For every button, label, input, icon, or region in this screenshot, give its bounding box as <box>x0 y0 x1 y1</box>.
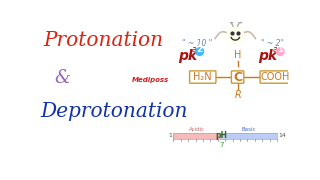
Bar <box>173 133 277 139</box>
Text: Basic: Basic <box>242 127 256 132</box>
Text: pH: pH <box>215 131 227 140</box>
Text: a: a <box>192 46 196 55</box>
Text: pk: pk <box>178 49 197 62</box>
Text: 14: 14 <box>278 133 286 138</box>
Text: 7: 7 <box>219 143 223 148</box>
Text: 1: 1 <box>169 133 172 138</box>
Text: 2: 2 <box>196 45 203 54</box>
Text: H: H <box>234 50 241 60</box>
FancyBboxPatch shape <box>231 71 244 83</box>
Text: Mediposs: Mediposs <box>132 77 169 83</box>
Bar <box>173 133 221 139</box>
Text: pk: pk <box>259 49 278 62</box>
Text: &: & <box>54 69 70 87</box>
Text: C: C <box>233 71 242 84</box>
Text: " ~ 10 ": " ~ 10 " <box>182 39 212 48</box>
Circle shape <box>226 26 244 45</box>
Text: R: R <box>234 90 241 100</box>
Bar <box>221 133 277 139</box>
Circle shape <box>276 48 284 55</box>
Circle shape <box>196 48 204 55</box>
Text: " ~ 2": " ~ 2" <box>261 39 284 48</box>
Text: Acidic: Acidic <box>189 127 205 132</box>
Text: Deprotonation: Deprotonation <box>40 102 188 122</box>
Text: Protonation: Protonation <box>43 31 163 50</box>
Text: a: a <box>273 46 277 55</box>
FancyBboxPatch shape <box>189 71 216 83</box>
Text: 1: 1 <box>277 45 284 54</box>
Text: COOH: COOH <box>260 72 290 82</box>
Text: H₂N: H₂N <box>193 72 212 82</box>
FancyBboxPatch shape <box>260 71 290 83</box>
